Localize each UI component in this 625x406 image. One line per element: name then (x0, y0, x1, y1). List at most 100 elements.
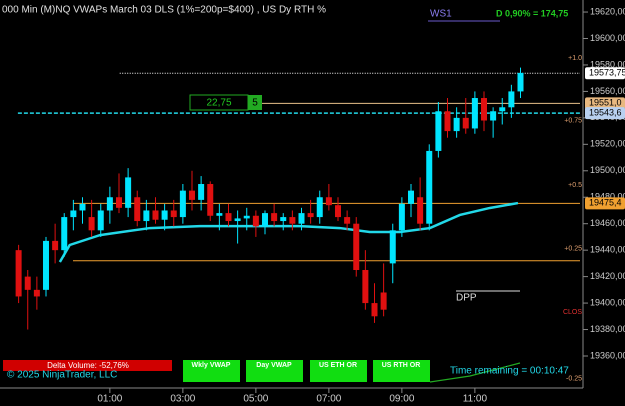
candle-body (134, 197, 141, 222)
candle-body (435, 111, 442, 151)
y-tick-label: 19360,00 (590, 350, 625, 360)
y-tick-label: 19420,00 (590, 271, 625, 281)
range-size: 22,75 (206, 98, 231, 109)
pct-label: +0.75 (564, 117, 582, 124)
candle-body (88, 217, 95, 231)
x-tick-label: 01:00 (97, 394, 122, 405)
pct-label: +0.5 (568, 182, 582, 189)
candle-body (52, 240, 59, 251)
button-label[interactable]: US RTH OR (382, 362, 421, 369)
candle-body (307, 213, 314, 218)
y-tick-label: 19560,00 (590, 86, 625, 96)
candle-body (225, 213, 232, 222)
y-tick-label: 19460,00 (590, 218, 625, 228)
candle-body (261, 213, 268, 227)
y-tick-label: 19600,00 (590, 33, 625, 43)
delta-volume-box (3, 360, 172, 371)
pct-label: +1.0 (568, 55, 582, 62)
candle-body (170, 210, 177, 218)
candle-body (61, 217, 68, 251)
candle-body (453, 117, 460, 132)
candle-body (398, 203, 405, 231)
time-remaining: Time remaining = 00:10:47 (450, 366, 569, 377)
candle-body (517, 72, 524, 92)
candle-body (508, 91, 515, 108)
button-label[interactable]: Wkly VWAP (192, 362, 231, 369)
copyright: © 2025 NinjaTrader, LLC (7, 370, 117, 381)
y-tick-label: 19620,00 (590, 6, 625, 16)
button[interactable] (183, 360, 240, 382)
y-tick-label: 19400,00 (590, 297, 625, 307)
candle-body (298, 213, 305, 224)
candle-body (216, 213, 223, 216)
candle-body (161, 210, 168, 220)
price-marker (585, 97, 625, 110)
x-tick-label: 07:00 (316, 394, 341, 405)
candle-body (490, 111, 497, 121)
price-marker (585, 107, 625, 120)
x-tick-label: 05:00 (243, 394, 268, 405)
button[interactable] (373, 360, 430, 382)
range-count: 5 (252, 98, 258, 109)
candle-body (289, 217, 296, 224)
candle-body (362, 269, 369, 304)
candle-body (207, 184, 214, 216)
x-tick-label: 03:00 (170, 394, 195, 405)
candle-body (115, 197, 122, 208)
range-count-box (248, 95, 262, 110)
candle-body (42, 240, 49, 290)
button-label[interactable]: US ETH OR (319, 362, 357, 369)
candle-body (152, 210, 159, 220)
candle-body (408, 190, 415, 204)
candle-body (280, 217, 287, 222)
price-marker-label: 19551,0 (589, 98, 622, 108)
candle-body (79, 203, 86, 211)
button[interactable] (310, 360, 367, 382)
candle-body (481, 98, 488, 121)
candle-body (179, 190, 186, 218)
candle-body (198, 184, 205, 200)
candle-body (188, 190, 195, 200)
pct-label: +0.25 (564, 246, 582, 253)
price-marker (585, 197, 625, 210)
ws-label: WS1 (430, 9, 452, 20)
candle-body (462, 117, 469, 129)
candle-body (271, 213, 278, 222)
candle-body (444, 111, 451, 132)
candle-body (380, 292, 387, 310)
price-marker (585, 67, 625, 80)
candle-body (371, 303, 378, 317)
candle-body (389, 230, 396, 264)
candle-body (24, 276, 31, 290)
candle-body (143, 210, 150, 222)
candle-body (70, 210, 77, 218)
candle-body (325, 197, 332, 206)
candle-body (97, 210, 104, 231)
y-tick-label: 19380,00 (590, 324, 625, 334)
x-tick-label: 09:00 (389, 394, 414, 405)
price-marker-label: 19573,75 (589, 68, 625, 78)
price-marker-label: 19543,6 (589, 107, 622, 117)
pct-label: -0.25 (566, 375, 582, 382)
candle-body (499, 107, 506, 112)
candle-body (125, 177, 132, 208)
candle-body (344, 217, 351, 224)
y-tick-label: 19520,00 (590, 139, 625, 149)
candle-body (417, 197, 424, 224)
vwap-line (58, 201, 519, 263)
pct-label: CLOS (563, 309, 582, 316)
price-marker-label: 19475,4 (589, 198, 622, 208)
candle-body (316, 197, 323, 218)
chart-title: 000 Min (M)NQ VWAPs March 03 DLS (1%=200… (2, 5, 326, 16)
y-tick-label: 19500,00 (590, 165, 625, 175)
candle-body (426, 150, 433, 224)
button-label[interactable]: Day VWAP (256, 362, 292, 369)
indicator-line (429, 362, 521, 383)
y-tick-label: 19480,00 (590, 192, 625, 202)
dpp-label: DPP (456, 293, 477, 304)
candle-body (252, 215, 259, 227)
delta-volume: Delta Volume: -52,76% (47, 361, 129, 370)
button[interactable] (246, 360, 303, 382)
candle-body (106, 197, 113, 211)
